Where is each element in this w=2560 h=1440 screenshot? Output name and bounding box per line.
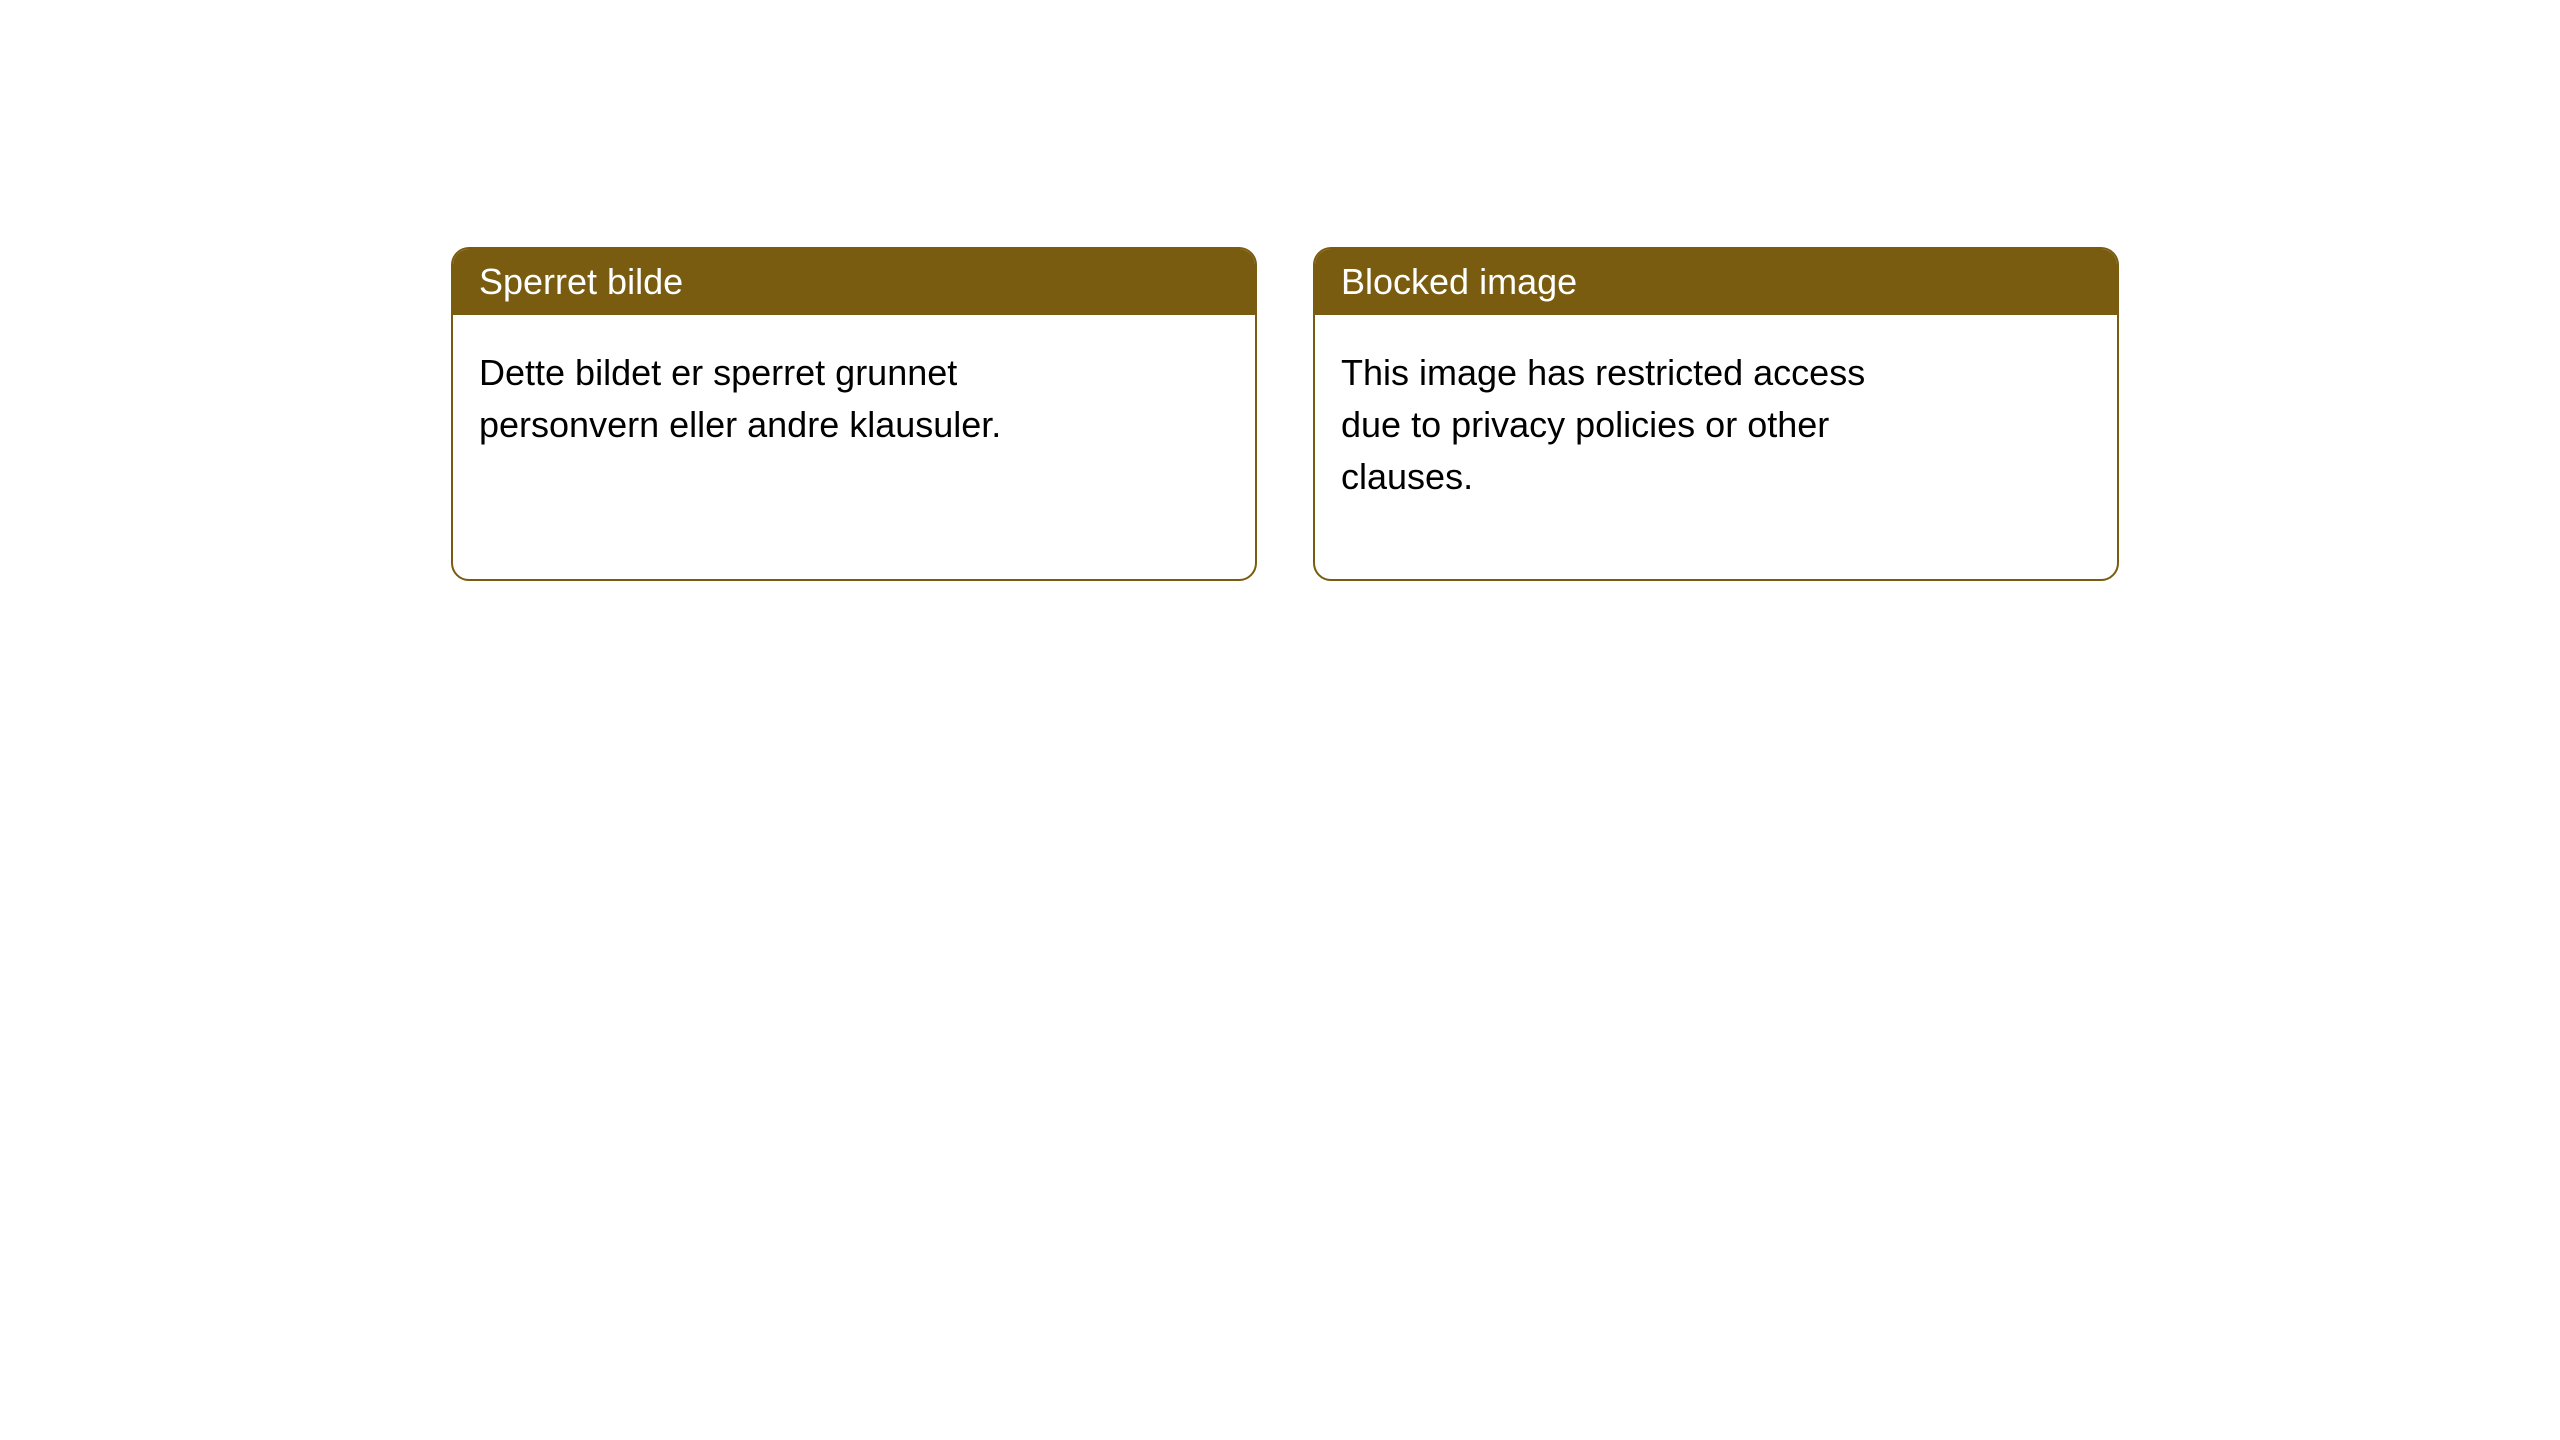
notice-body: This image has restricted access due to … (1315, 315, 1955, 536)
notice-container: Sperret bilde Dette bildet er sperret gr… (451, 247, 2119, 581)
notice-text: Dette bildet er sperret grunnet personve… (479, 352, 1001, 445)
notice-title: Sperret bilde (479, 261, 683, 302)
notice-body: Dette bildet er sperret grunnet personve… (453, 315, 1093, 483)
notice-card-english: Blocked image This image has restricted … (1313, 247, 2119, 581)
notice-header: Blocked image (1315, 249, 2117, 315)
notice-card-norwegian: Sperret bilde Dette bildet er sperret gr… (451, 247, 1257, 581)
notice-header: Sperret bilde (453, 249, 1255, 315)
notice-title: Blocked image (1341, 261, 1577, 302)
notice-text: This image has restricted access due to … (1341, 352, 1865, 497)
